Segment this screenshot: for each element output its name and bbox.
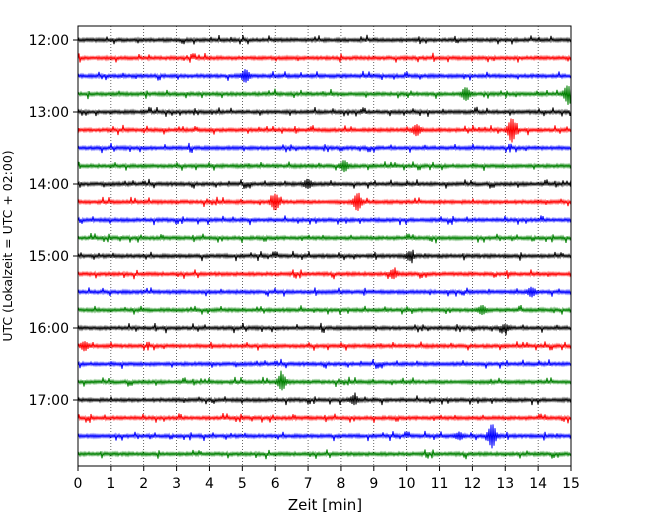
x-tick-label-0: 0 [74,476,83,492]
seismogram-trace-15 [77,304,572,315]
x-axis-label: Zeit [min] [288,496,362,514]
seismogram-trace-14 [77,286,572,298]
y-tick-label-2: 14:00 [29,177,69,193]
seismogram-trace-21 [77,413,572,424]
seismogram-trace-20 [77,392,572,406]
trace-group [77,34,572,460]
seismogram-trace-12 [77,249,572,264]
seismogram-trace-0 [77,34,572,45]
y-tick-label-5: 17:00 [29,393,69,409]
y-axis-label: UTC (Lokalzeit = UTC + 02:00) [0,150,15,341]
x-tick-label-15: 15 [562,476,580,492]
seismogram-trace-4 [77,106,572,117]
seismogram-trace-11 [77,233,572,244]
x-tick-label-13: 13 [496,476,514,492]
vertical-grid [110,26,539,466]
seismogram-trace-18 [77,358,572,369]
seismogram-trace-17 [77,341,572,352]
x-tick-label-2: 2 [139,476,148,492]
x-tick-label-10: 10 [398,476,416,492]
x-tick-label-6: 6 [271,476,280,492]
y-tick-label-4: 16:00 [29,321,69,337]
seismogram-trace-22 [77,424,572,449]
x-tick-label-3: 3 [172,476,181,492]
x-tick-label-4: 4 [205,476,214,492]
seismogram-trace-19 [77,370,572,391]
x-tick-label-12: 12 [463,476,481,492]
seismogram-trace-7 [77,160,572,173]
seismogram-trace-3 [77,85,572,105]
y-tick-label-1: 13:00 [29,105,69,121]
seismogram-trace-10 [77,215,572,226]
seismogram-trace-1 [77,52,572,63]
seismogram-trace-23 [77,449,572,460]
y-tick-label-3: 15:00 [29,249,69,265]
x-tick-label-9: 9 [369,476,378,492]
x-tick-label-8: 8 [336,476,345,492]
seismogram-trace-5 [77,118,572,143]
seismogram-trace-9 [77,192,572,211]
x-tick-label-7: 7 [304,476,313,492]
x-axis-ticks: 0 1 2 3 4 5 6 7 8 9 10 11 12 13 14 15 [74,466,580,492]
y-tick-label-0: 12:00 [29,33,69,49]
plot-frame [77,25,572,467]
x-tick-label-11: 11 [431,476,449,492]
seismogram-trace-13 [77,267,572,280]
seismogram-trace-16 [77,322,572,336]
y-axis-ticks: 12:00 13:00 14:00 15:00 16:00 17:00 [29,33,78,409]
seismogram-trace-8 [77,178,572,190]
seismogram-trace-2 [77,69,572,83]
x-tick-label-14: 14 [529,476,547,492]
seismogram-trace-6 [77,142,572,154]
x-tick-label-5: 5 [238,476,247,492]
x-tick-label-1: 1 [106,476,115,492]
